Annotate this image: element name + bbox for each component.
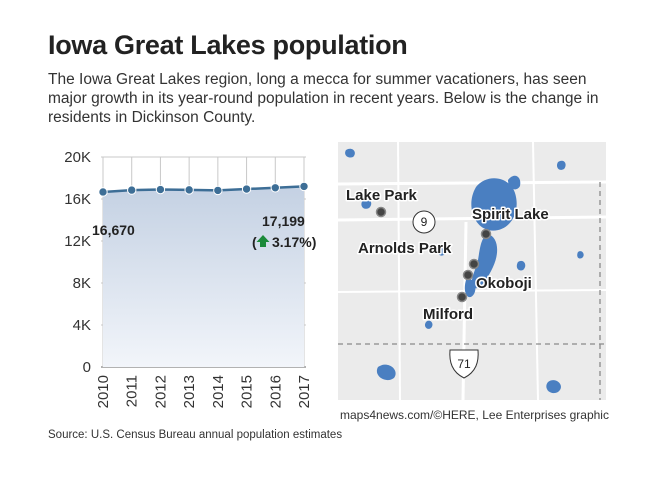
state-route-number: 9 xyxy=(421,215,428,229)
map-credit: maps4news.com/©HERE, Lee Enterprises gra… xyxy=(340,408,609,422)
city-label-milford: Milford xyxy=(423,306,473,323)
data-point xyxy=(213,185,223,196)
y-tick-label: 8K xyxy=(73,275,91,292)
city-dot-milford xyxy=(456,291,468,303)
page-subtitle: The Iowa Great Lakes region, long a mecc… xyxy=(48,71,599,126)
data-point xyxy=(98,187,108,197)
start-value-label: 16,670 xyxy=(92,222,135,238)
data-point xyxy=(184,185,194,195)
data-point xyxy=(270,183,280,193)
county-border xyxy=(338,182,606,400)
page-title: Iowa Great Lakes population xyxy=(48,30,408,60)
y-tick-label: 0 xyxy=(83,359,91,376)
x-tick-label: 2010 xyxy=(95,375,112,408)
series-line xyxy=(102,185,305,194)
data-point xyxy=(299,181,309,192)
x-tick-label: 2012 xyxy=(152,375,169,408)
city-dot-spirit-lake xyxy=(480,228,492,240)
y-tick-label: 12K xyxy=(64,233,91,250)
y-tick-label: 20K xyxy=(64,149,91,166)
x-tick-label: 2014 xyxy=(210,375,227,408)
x-tick-label: 2017 xyxy=(296,375,313,408)
city-dot-arnolds-park xyxy=(468,258,480,270)
x-tick-label: 2016 xyxy=(267,375,284,408)
y-tick-label: 16K xyxy=(64,191,91,208)
data-point xyxy=(241,184,252,194)
x-tick-label: 2011 xyxy=(124,375,141,407)
city-dots xyxy=(375,206,492,303)
city-dot-okoboji xyxy=(462,269,474,281)
us-route-shield: 71 xyxy=(449,349,479,379)
x-tick-label: 2015 xyxy=(239,375,256,408)
data-point xyxy=(127,185,137,195)
area-map: 9 71 Lake Park Spirit Lake Arnolds Park … xyxy=(338,142,606,400)
us-route-number: 71 xyxy=(457,357,471,371)
city-dot-lake-park xyxy=(375,206,387,218)
population-chart: 0 4K 8K 12K 16K 20K 2010 2011 2012 2013 2014 2015 2… xyxy=(64,149,316,408)
source-note: Source: U.S. Census Bureau annual popula… xyxy=(48,429,343,441)
change-open-paren: ( xyxy=(252,234,257,250)
city-label-okoboji: Okoboji xyxy=(476,275,532,292)
x-tick-label: 2013 xyxy=(181,375,198,408)
end-value-label: 17,199 xyxy=(262,213,305,229)
change-percent-label: 3.17%) xyxy=(272,234,316,250)
city-label-arnolds-park: Arnolds Park xyxy=(358,240,452,257)
series-area xyxy=(103,186,304,367)
y-tick-label: 4K xyxy=(73,317,91,334)
map-water xyxy=(345,148,584,394)
state-route-shield: 9 xyxy=(412,210,436,234)
data-point xyxy=(155,184,166,195)
city-label-spirit-lake: Spirit Lake xyxy=(472,206,549,223)
city-label-lake-park: Lake Park xyxy=(346,187,418,204)
up-arrow-icon xyxy=(256,235,270,247)
